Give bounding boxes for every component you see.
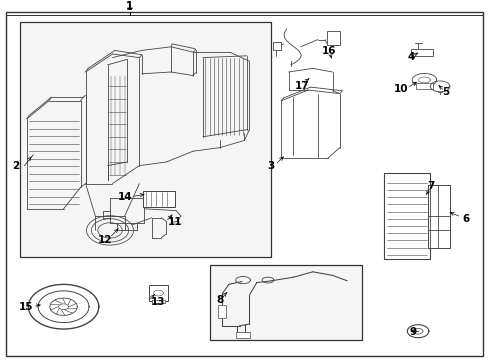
Bar [217, 305, 226, 318]
Text: 13: 13 [150, 297, 165, 307]
Text: 1: 1 [126, 1, 133, 11]
Bar [272, 42, 280, 50]
Bar [142, 191, 174, 207]
Text: 16: 16 [321, 46, 336, 57]
Text: 8: 8 [216, 294, 223, 305]
Text: 1: 1 [126, 2, 133, 12]
Text: 3: 3 [267, 161, 274, 171]
Bar [383, 173, 429, 259]
Text: 6: 6 [461, 214, 468, 224]
Bar [415, 83, 432, 89]
Bar [326, 31, 340, 45]
Text: 5: 5 [442, 87, 448, 97]
Text: 2: 2 [13, 161, 20, 171]
Bar [151, 300, 165, 303]
Text: 4: 4 [406, 51, 414, 62]
Bar [149, 285, 167, 301]
Bar [210, 265, 361, 340]
Text: 14: 14 [117, 192, 132, 202]
Text: 10: 10 [393, 84, 407, 94]
Bar [410, 49, 432, 56]
Text: 12: 12 [98, 235, 112, 245]
Text: 9: 9 [408, 327, 416, 337]
Text: 15: 15 [19, 302, 33, 312]
Text: 7: 7 [427, 181, 434, 192]
Text: 11: 11 [167, 217, 182, 228]
Bar [20, 22, 271, 257]
Bar [236, 332, 249, 338]
Text: 17: 17 [294, 81, 309, 91]
Bar [427, 185, 449, 248]
